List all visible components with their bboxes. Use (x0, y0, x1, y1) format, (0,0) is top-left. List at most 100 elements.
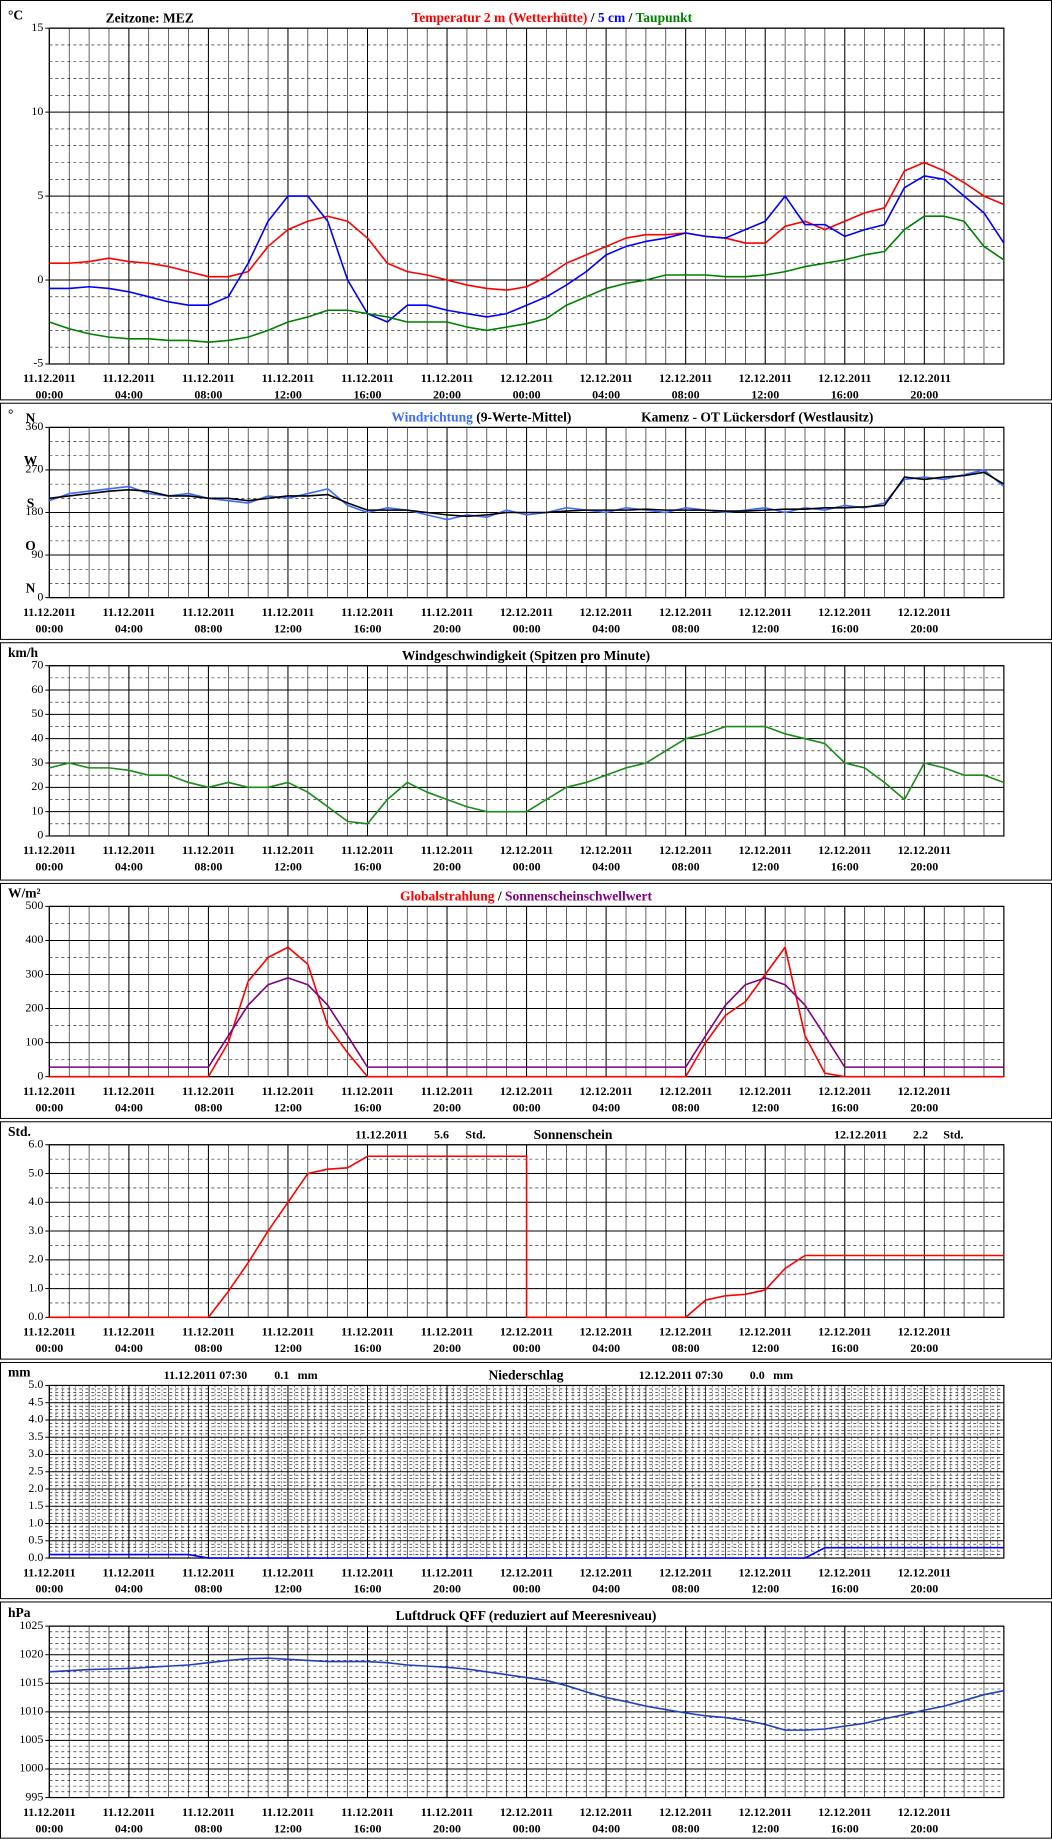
total-date: 12.12.2011 07:30 (639, 1368, 723, 1382)
y-tick-label: 3.0 (28, 1223, 43, 1237)
x-tick-label: 12.12.2011 12:00 (739, 1565, 792, 1595)
x-tick-label: 12.12.2011 20:00 (898, 605, 951, 635)
y-tick-label: 4.0 (28, 1412, 43, 1426)
x-tick-label: 11.12.2011 00:00 (23, 1324, 76, 1354)
x-tick-label: 12.12.2011 12:00 (739, 1084, 792, 1114)
x-tick-label: 11.12.2011 16:00 (341, 605, 394, 635)
y-tick-label: 50 (31, 706, 43, 720)
x-tick-label: 12.12.2011 08:00 (659, 1805, 712, 1835)
x-tick-label: 12.12.2011 16:00 (818, 371, 871, 401)
x-tick-label: 12.12.2011 16:00 (818, 1565, 871, 1595)
x-tick-label: 11.12.2011 00:00 (23, 843, 76, 873)
x-tick-label: 11.12.2011 04:00 (103, 371, 156, 401)
y-tick-label: 0 (37, 1068, 43, 1082)
x-tick-label: 12.12.2011 00:00 (500, 1324, 553, 1354)
panel-frame (0, 1361, 1052, 1600)
x-tick-label: 12.12.2011 16:00 (818, 1084, 871, 1114)
y-tick-label: 180 (25, 504, 43, 518)
x-tick-label: 11.12.2011 20:00 (421, 1565, 474, 1595)
x-tick-label: 12.12.2011 20:00 (898, 1565, 951, 1595)
x-tick-label: 11.12.2011 16:00 (341, 1805, 394, 1835)
y-axis-label: Std. (8, 1124, 31, 1139)
x-tick-label: 12.12.2011 16:00 (818, 1324, 871, 1354)
x-tick-label: 11.12.2011 04:00 (103, 1805, 156, 1835)
x-tick-label: 12.12.2011 00:00 (500, 1805, 553, 1835)
x-tick-label: 12.12.2011 00:00 (500, 605, 553, 635)
y-axis-label: ° (8, 406, 13, 421)
x-tick-label: 11.12.2011 08:00 (182, 843, 235, 873)
x-tick-label: 12.12.2011 20:00 (898, 843, 951, 873)
total-value: 2.2 (913, 1128, 928, 1142)
x-tick-label: 12.12.2011 00:00 (500, 1565, 553, 1595)
x-tick-label: 11.12.2011 00:00 (23, 605, 76, 635)
legend-entry: Sonnenscheinschwellwert (505, 889, 653, 904)
y-axis-label: °C (8, 7, 23, 22)
x-tick-label: 12.12.2011 04:00 (579, 371, 632, 401)
direction-label: S (27, 496, 35, 511)
y-tick-label: 1.5 (28, 1498, 43, 1512)
x-tick-label: 12.12.2011 12:00 (739, 843, 792, 873)
panel-frame (0, 402, 1052, 640)
x-tick-label: 12.12.2011 16:00 (818, 1805, 871, 1835)
y-tick-label: 70 (31, 657, 43, 671)
y-tick-label: 10 (31, 104, 43, 118)
y-tick-label: 0 (37, 272, 43, 286)
x-tick-label: 11.12.2011 12:00 (262, 1805, 315, 1835)
direction-label: N (26, 410, 36, 425)
total-unit: mm (298, 1368, 318, 1382)
x-tick-label: 11.12.2011 20:00 (421, 605, 474, 635)
y-axis-label: W/m² (8, 886, 41, 901)
y-axis-label: mm (8, 1365, 31, 1380)
y-tick-label: 30 (31, 755, 43, 769)
data-line (49, 1657, 1005, 1731)
total-unit: Std. (465, 1128, 485, 1142)
data-line (49, 725, 1005, 825)
y-tick-label: 0.0 (28, 1309, 43, 1323)
y-tick-label: 270 (25, 462, 43, 476)
y-tick-label: 6.0 (28, 1137, 43, 1151)
chart-title: Sonnenschein (534, 1127, 613, 1142)
panel-frame (0, 0, 1052, 401)
x-tick-label: 11.12.2011 16:00 (341, 843, 394, 873)
data-line (49, 1546, 1004, 1559)
x-tick-label: 12.12.2011 08:00 (659, 605, 712, 635)
x-tick-label: 11.12.2011 16:00 (341, 1084, 394, 1114)
total-unit: Std. (943, 1128, 963, 1142)
y-tick-label: 15 (31, 20, 43, 34)
x-tick-label: 11.12.2011 08:00 (182, 371, 235, 401)
x-tick-label: 12.12.2011 08:00 (659, 371, 712, 401)
y-tick-label: 0.0 (28, 1550, 43, 1564)
y-axis-label: km/h (8, 645, 39, 660)
x-tick-label: 12.12.2011 12:00 (739, 1805, 792, 1835)
x-tick-label: 11.12.2011 12:00 (262, 1565, 315, 1595)
data-line (49, 946, 1004, 1078)
legend-entry: (9-Werte-Mittel) (476, 409, 571, 424)
x-tick-label: 11.12.2011 00:00 (23, 1805, 76, 1835)
y-tick-label: 40 (31, 730, 43, 744)
plot-frame (48, 1625, 1005, 1799)
y-tick-label: 10 (31, 803, 43, 817)
x-tick-label: 11.12.2011 12:00 (262, 1324, 315, 1354)
data-line (49, 215, 1005, 343)
y-tick-label: 1.0 (28, 1515, 43, 1529)
x-tick-label: 11.12.2011 12:00 (262, 605, 315, 635)
timezone: Zeitzone: MEZ (106, 10, 194, 25)
legend-entry: Temperatur 2 m (Wetterhütte) (412, 10, 588, 25)
x-tick-label: 11.12.2011 04:00 (103, 605, 156, 635)
y-tick-label: 4.0 (28, 1194, 43, 1208)
x-tick-label: 12.12.2011 04:00 (579, 605, 632, 635)
x-tick-label: 11.12.2011 04:00 (103, 1084, 156, 1114)
y-tick-label: 300 (25, 966, 43, 980)
y-tick-label: 1020 (19, 1646, 43, 1660)
y-tick-label: 0 (37, 589, 43, 603)
x-tick-label: 12.12.2011 20:00 (898, 371, 951, 401)
legend-separator: / (590, 10, 595, 25)
y-axis-label: hPa (8, 1605, 31, 1620)
chart-title: Niederschlag (489, 1368, 564, 1383)
panel-frame (0, 642, 1052, 881)
x-tick-label: 11.12.2011 12:00 (262, 1084, 315, 1114)
y-tick-label: 500 (25, 898, 43, 912)
x-tick-label: 12.12.2011 04:00 (579, 843, 632, 873)
